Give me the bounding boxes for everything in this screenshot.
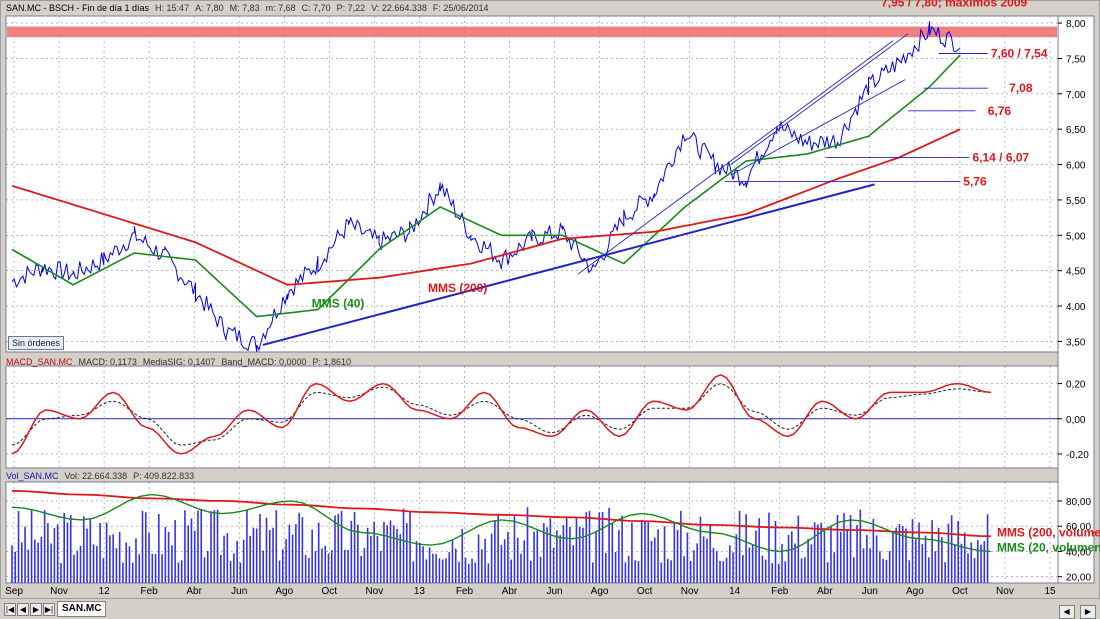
vol-mms20-series — [11, 493, 991, 553]
sin-ordenes-label[interactable]: Sin órdenes — [8, 336, 65, 350]
x-tick-label: 12 — [99, 586, 111, 597]
y-tick-label: 20,00 — [1066, 573, 1091, 584]
annotation-576: 5,76 — [963, 175, 987, 189]
x-tick-label: 13 — [414, 586, 426, 597]
header-field: MACD_SAN.MC — [6, 357, 73, 367]
header-field: A: 7,80 — [195, 3, 224, 13]
header-field: MediaSIG: 0,1407 — [142, 357, 216, 367]
header-field: SAN.MC - BSCH - Fin de día 1 días — [6, 3, 150, 13]
x-tick-label: Abr — [817, 586, 833, 597]
scroll-right-button[interactable]: ▶ — [1080, 605, 1096, 619]
x-tick-label: Nov — [681, 586, 699, 597]
main-uptrend-line — [262, 183, 875, 346]
y-tick-label: 7,50 — [1066, 54, 1086, 65]
resistance-band — [7, 26, 1057, 38]
header-field: P: 7,22 — [336, 3, 366, 13]
header-field: P: 409.822.833 — [133, 471, 195, 481]
y-tick-label: 6,50 — [1066, 125, 1086, 136]
bottom-navigation-bar: |◀ ◀ ▶ ▶| SAN.MC ◀ ▶ — [0, 598, 1100, 619]
header-field: MACD: 0,1173 — [78, 357, 137, 367]
x-tick-label: Jun — [862, 586, 878, 597]
nav-last-button[interactable]: ▶| — [43, 603, 55, 616]
x-tick-label: 15 — [1044, 586, 1056, 597]
y-tick-label: 4,00 — [1066, 302, 1086, 313]
x-tick-label: Feb — [456, 586, 474, 597]
nav-next-button[interactable]: ▶ — [30, 603, 42, 616]
y-tick-label: 6,00 — [1066, 161, 1086, 172]
y-tick-label: 60,00 — [1066, 522, 1091, 533]
header-field: F: 25/06/2014 — [432, 3, 489, 13]
uptrend-line-4 — [730, 33, 909, 165]
annotation-676: 6,76 — [988, 104, 1012, 118]
header-field: Vol: 22.664.338 — [64, 471, 128, 481]
label-mms200: MMS (200) — [428, 281, 487, 295]
x-tick-label: Ago — [906, 586, 924, 597]
y-tick-label: 5,00 — [1066, 231, 1086, 242]
x-tick-label: Nov — [996, 586, 1014, 597]
header-field: Band_MACD: 0,0000 — [221, 357, 307, 367]
x-tick-label: Oct — [952, 586, 968, 597]
mms40-series — [11, 54, 961, 318]
macd-signal-series — [11, 383, 991, 446]
header-field: V: 22.664.338 — [371, 3, 427, 13]
price-series — [11, 21, 961, 352]
price-panel — [5, 15, 1059, 353]
y-tick-label: 7,00 — [1066, 90, 1086, 101]
header-field: C: 7,70 — [301, 3, 331, 13]
volume-panel-header: Vol_SAN.MC Vol: 22.664.338 P: 409.822.833 — [6, 471, 200, 481]
y-tick-label: 0,20 — [1066, 380, 1086, 391]
scroll-buttons: ◀ ▶ — [1058, 601, 1096, 619]
x-tick-label: Oct — [637, 586, 653, 597]
y-tick-label: 40,00 — [1066, 547, 1091, 558]
price-panel-header: SAN.MC - BSCH - Fin de día 1 días H: 15:4… — [6, 3, 494, 13]
header-field: P: 1,8610 — [312, 357, 352, 367]
x-tick-label: Nov — [50, 586, 68, 597]
x-tick-label: Ago — [275, 586, 293, 597]
x-tick-label: Jun — [546, 586, 562, 597]
uptrend-line-2 — [577, 40, 894, 275]
annotation-708: 7,08 — [1009, 81, 1033, 95]
macd-panel-header: MACD_SAN.MC MACD: 0,1173 MediaSIG: 0,1407 B… — [6, 357, 357, 367]
y-tick-label: 0,00 — [1066, 415, 1086, 426]
y-axis-area — [1057, 15, 1095, 584]
annotation-maximos-2009: 7,95 / 7,80; máximos 2009 — [881, 0, 1027, 9]
header-field: m: 7,68 — [265, 3, 296, 13]
x-tick-label: Feb — [141, 586, 159, 597]
x-tick-label: Sep — [5, 586, 23, 597]
x-tick-label: Abr — [502, 586, 518, 597]
x-tick-label: Nov — [365, 586, 383, 597]
x-tick-label: Feb — [771, 586, 789, 597]
x-tick-label: Ago — [591, 586, 609, 597]
x-tick-label: 14 — [729, 586, 741, 597]
header-field: Vol_SAN.MC — [6, 471, 59, 481]
uptrend-line-3 — [730, 79, 906, 176]
macd-panel — [5, 365, 1059, 469]
y-tick-label: 5,50 — [1066, 196, 1086, 207]
header-field: M: 7,83 — [229, 3, 260, 13]
y-tick-label: 3,50 — [1066, 337, 1086, 348]
scroll-left-button[interactable]: ◀ — [1058, 605, 1075, 619]
y-tick-label: 4,50 — [1066, 267, 1086, 278]
nav-first-button[interactable]: |◀ — [4, 603, 16, 616]
annotation-614-607: 6,14 / 6,07 — [972, 150, 1029, 164]
annotation-760-754: 7,60 / 7,54 — [991, 46, 1048, 60]
y-tick-label: -0,20 — [1066, 450, 1089, 461]
nav-prev-button[interactable]: ◀ — [17, 603, 29, 616]
y-tick-label: 8,00 — [1066, 19, 1086, 30]
x-tick-label: Oct — [322, 586, 338, 597]
label-mms40: MMS (40) — [312, 296, 365, 310]
symbol-tab[interactable]: SAN.MC — [57, 601, 107, 617]
x-tick-label: Jun — [231, 586, 247, 597]
x-tick-label: Abr — [186, 586, 202, 597]
label-vol-mms20: MMS (20, volumen) — [997, 540, 1100, 554]
macd-series — [11, 373, 991, 455]
mms200-series — [11, 128, 961, 286]
header-field: H: 15:47 — [155, 3, 190, 13]
label-vol-mms200: MMS (200, volumen) — [997, 525, 1100, 539]
y-tick-label: 80,00 — [1066, 497, 1091, 508]
